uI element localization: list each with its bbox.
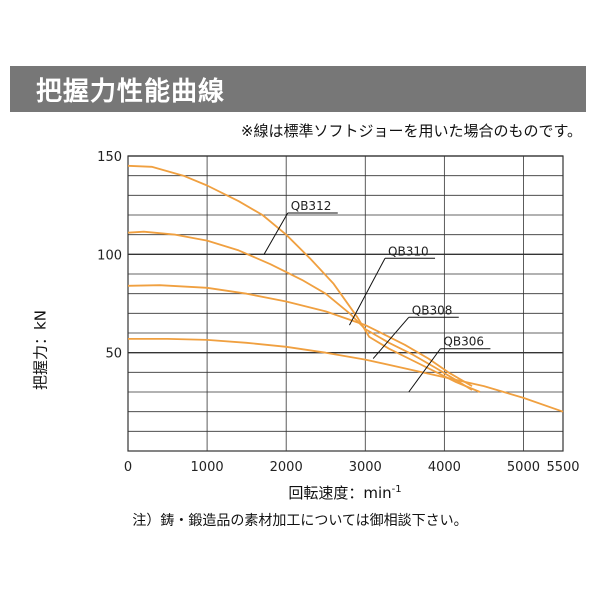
series-label-qb306: QB306 — [443, 335, 484, 349]
series-label-qb310: QB310 — [388, 244, 429, 258]
x-tick-label: 0 — [124, 460, 132, 475]
bottom-note: 注）鋳・鍛造品の素材加工については御相談下さい。 — [132, 513, 468, 529]
x-tick-label: 5500 — [546, 460, 579, 475]
plot-frame — [127, 155, 564, 452]
series-line-qb310 — [127, 230, 473, 391]
y-tick-label: 150 — [97, 150, 122, 165]
chart-title: 把握力性能曲線 — [36, 77, 226, 107]
title-bar: 把握力性能曲線 — [10, 66, 586, 112]
series-label-qb312: QB312 — [291, 199, 332, 213]
top-note: ※線は標準ソフトジョーを用いた場合のものです。 — [240, 122, 582, 140]
y-tick-label: 50 — [105, 347, 122, 362]
series-label-qb308: QB308 — [412, 303, 453, 317]
leader-line-qb308 — [372, 316, 410, 359]
x-tick-label: 3000 — [349, 460, 382, 475]
leader-line-qb310 — [349, 258, 386, 326]
series-line-qb308 — [127, 284, 473, 387]
x-axis-label: 回転速度：min-1 — [288, 482, 401, 503]
series-line-qb312 — [127, 164, 481, 393]
series-line-qb306 — [128, 338, 564, 413]
x-tick-label: 2000 — [270, 460, 303, 475]
x-axis-label-text: 回転速度：min — [288, 484, 392, 502]
x-tick-label: 1000 — [191, 460, 224, 475]
x-tick-label: 5000 — [507, 460, 540, 475]
leader-line-qb312 — [263, 212, 289, 255]
y-tick-label: 100 — [97, 248, 122, 263]
x-tick-label: 4000 — [428, 460, 461, 475]
leader-line-qb306 — [408, 348, 441, 393]
x-axis-label-superscript: -1 — [391, 484, 402, 495]
